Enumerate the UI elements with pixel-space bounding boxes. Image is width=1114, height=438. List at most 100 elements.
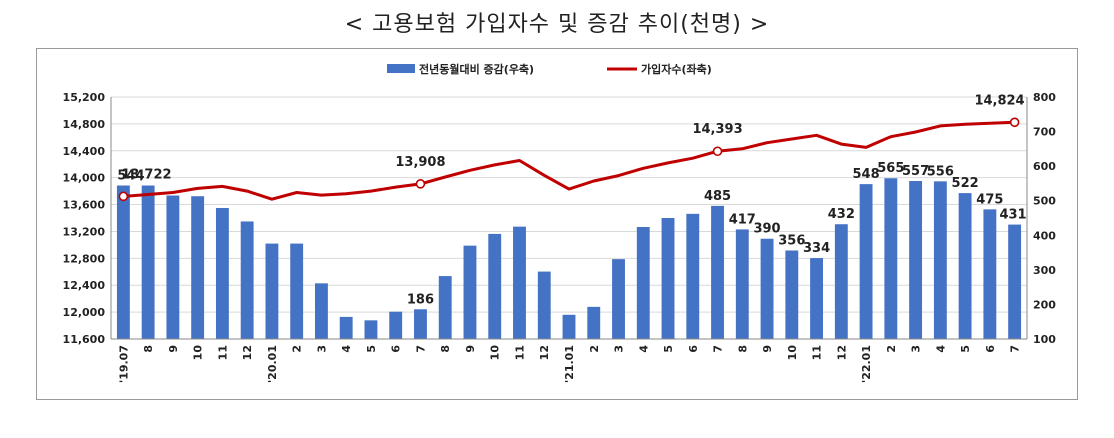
x-tick-label: 5 [662, 345, 675, 353]
bar-data-label: 557 [902, 164, 929, 179]
bar [389, 311, 403, 339]
axes: 11,600 12,000 12,400 12,800 13,200 13,600 14,0… [63, 91, 1057, 383]
bar [141, 185, 155, 339]
bar [958, 193, 972, 339]
y-left-tick-label: 14,400 [63, 145, 106, 158]
x-tick-label: 12 [241, 345, 254, 360]
bar [636, 226, 650, 339]
bar [116, 185, 130, 339]
bar [735, 229, 749, 339]
bar [562, 314, 576, 339]
bar [513, 226, 526, 339]
bar [785, 250, 799, 339]
bar [686, 213, 700, 339]
bar-data-label: 522 [952, 176, 979, 191]
bar [488, 233, 502, 339]
line-series [118, 117, 1020, 202]
bar [1008, 224, 1022, 339]
x-tick-label: 12 [538, 345, 551, 360]
bar [314, 283, 328, 339]
line-point [118, 191, 129, 202]
data-labels: 13,72213,90814,39314,8245441864854173903… [117, 93, 1026, 307]
y-right-tick-label: 500 [1033, 195, 1056, 208]
bar [834, 224, 848, 339]
y-left-tick-label: 12,400 [63, 279, 106, 292]
x-tick-label: 4 [934, 345, 947, 353]
line-data-label: 13,722 [121, 167, 171, 182]
bar [711, 205, 724, 339]
bar-data-label: 390 [753, 222, 780, 237]
bar [983, 209, 997, 339]
bar [612, 259, 625, 339]
x-tick-label: 9 [464, 345, 477, 353]
x-tick-label: 4 [340, 345, 353, 353]
x-tick-label: 6 [687, 345, 700, 353]
bar-data-label: 556 [927, 164, 954, 179]
bar-data-label: 186 [407, 292, 434, 307]
bar [810, 258, 824, 339]
bar [339, 316, 353, 339]
x-tick-label: 3 [315, 345, 328, 353]
y-left-tick-label: 13,200 [63, 225, 106, 238]
x-tick-label: 8 [439, 345, 452, 353]
x-tick-label: 10 [489, 345, 502, 361]
bar-data-label: 565 [877, 161, 904, 176]
bar [909, 181, 923, 339]
x-tick-label: '19.07 [117, 345, 130, 383]
x-tick-label: 3 [910, 345, 923, 353]
line-data-label: 13,908 [395, 155, 445, 170]
bar [240, 221, 254, 339]
y-right-tick-label: 100 [1033, 333, 1056, 346]
y-left-tick-label: 11,600 [63, 333, 106, 346]
legend: 전년동월대비 증감(우축) 가입자수(좌축) [387, 62, 712, 76]
y-right-tick-label: 700 [1033, 126, 1056, 139]
bar-data-label: 544 [117, 169, 144, 184]
bar [661, 218, 675, 339]
x-tick-label: 7 [1009, 345, 1022, 353]
line-data-label: 14,824 [974, 93, 1024, 108]
bar [859, 184, 873, 339]
bar [760, 238, 774, 339]
line-data-label: 14,393 [692, 122, 742, 137]
y-right-tick-label: 600 [1033, 160, 1056, 173]
x-tick-label: 9 [167, 345, 180, 353]
x-tick-label: 10 [786, 345, 799, 361]
bar [364, 320, 378, 339]
x-tick-label: 7 [414, 345, 427, 353]
y-right-tick-label: 200 [1033, 298, 1056, 311]
gridlines [111, 96, 1027, 340]
bar [537, 271, 551, 339]
bar [587, 306, 601, 339]
x-tick-label: 2 [588, 345, 601, 353]
x-tick-label: '21.01 [563, 345, 576, 383]
bar-data-label: 485 [704, 189, 731, 204]
legend-swatch-bar [387, 64, 415, 73]
bar [290, 243, 304, 339]
bar [215, 207, 229, 339]
bar-data-label: 431 [999, 208, 1026, 223]
bar-data-label: 475 [976, 192, 1003, 207]
x-tick-label: 11 [811, 345, 824, 360]
bar-data-label: 548 [853, 167, 880, 182]
chart-svg: 11,600 12,000 12,400 12,800 13,200 13,600 14,0… [63, 62, 1057, 383]
chart-frame: 11,600 12,000 12,400 12,800 13,200 13,600 14,0… [36, 48, 1078, 400]
x-tick-label: 2 [885, 345, 898, 353]
x-tick-label: 8 [736, 345, 749, 353]
legend-label-line: 가입자수(좌축) [641, 62, 712, 76]
x-tick-label: 7 [712, 345, 725, 353]
line-point [712, 146, 723, 157]
x-tick-label: '22.01 [860, 345, 873, 383]
x-tick-label: 4 [637, 345, 650, 353]
x-tick-label: 2 [291, 345, 304, 353]
x-tick-label: 3 [613, 345, 626, 353]
y-left-tick-label: 12,000 [63, 306, 106, 319]
bar [265, 243, 279, 339]
y-left-tick-label: 14,800 [63, 118, 106, 131]
line-series-path [123, 120, 1015, 201]
bar [463, 245, 477, 339]
x-tick-label: 6 [984, 345, 997, 353]
line-point [1009, 117, 1020, 128]
y-left-tick-label: 15,200 [63, 91, 106, 104]
y-left-tick-label: 12,800 [63, 252, 106, 265]
bar-data-label: 356 [778, 233, 805, 248]
